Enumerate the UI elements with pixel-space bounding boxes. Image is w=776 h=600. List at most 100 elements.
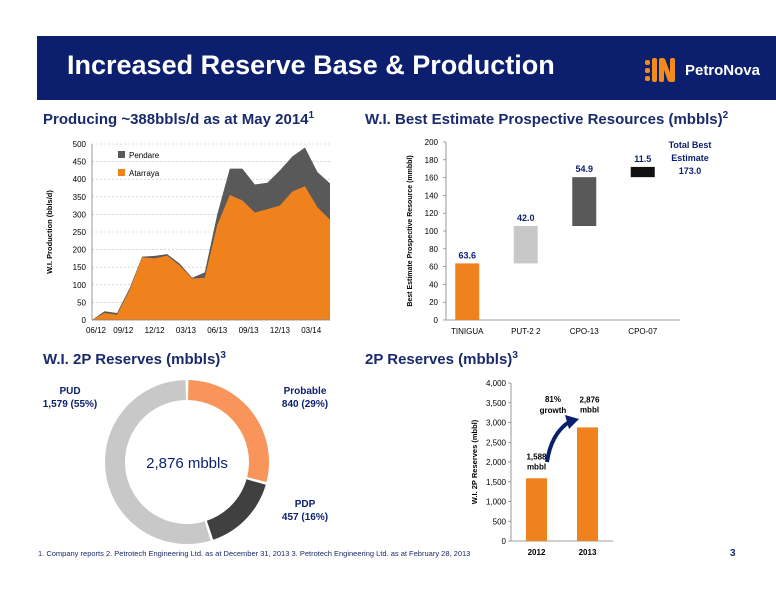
donut-center-label: 2,876 mbbls <box>146 455 228 472</box>
slide-title: Increased Reserve Base & Production <box>67 50 555 80</box>
y-tick-label: 40 <box>429 280 438 289</box>
reserves-donut-chart: 2,876 mbbls Probable 840 (29%) PDP 457 (16%)… <box>43 380 328 544</box>
legend-label-atarraya: Atarraya <box>129 169 160 178</box>
slice-label-probable: Probable <box>284 386 327 397</box>
y-tick-label: 4,000 <box>486 379 507 388</box>
waterfall-bar <box>572 177 597 227</box>
y-tick-label: 120 <box>425 209 439 218</box>
y-tick-label: 2,000 <box>486 458 507 467</box>
legend-label-pendare: Pendare <box>129 151 160 160</box>
y-axis-label: Best Estimate Prospective Resource (mmbb… <box>407 155 414 306</box>
area-series-atarraya <box>92 186 330 320</box>
y-tick-label: 500 <box>493 517 507 526</box>
petronova-logo: PetroNova <box>644 52 760 88</box>
donut-heading-text: W.I. 2P Reserves (mbbls) <box>43 351 221 368</box>
y-tick-label: 0 <box>82 316 87 325</box>
y-tick-label: 140 <box>425 191 439 200</box>
y-tick-label: 60 <box>429 263 438 272</box>
y-tick-label: 1,000 <box>486 498 507 507</box>
bar-unit-label: mbbl <box>580 405 599 414</box>
reserves-bar-heading-sup: 3 <box>512 350 518 361</box>
production-heading: Producing ~388bbls/d as at May 20141 <box>43 110 314 128</box>
x-tick-label: 2012 <box>528 548 546 557</box>
slice-value-probable: 840 (29%) <box>282 399 328 410</box>
donut-heading-sup: 3 <box>220 350 226 361</box>
growth-arrow-icon <box>545 420 571 463</box>
x-tick-label: 03/13 <box>176 326 197 335</box>
y-tick-label: 0 <box>434 316 439 325</box>
y-tick-label: 200 <box>425 138 439 147</box>
y-tick-label: 250 <box>73 228 87 237</box>
bar-value-label: 54.9 <box>575 164 593 174</box>
x-tick-label: 06/12 <box>86 326 107 335</box>
growth-label-line1: 81% <box>545 395 561 404</box>
y-axis-label: W.I. Production (bbls/d) <box>45 190 54 274</box>
y-tick-label: 350 <box>73 193 87 202</box>
prospective-heading: W.I. Best Estimate Prospective Resources… <box>365 110 728 128</box>
x-tick-label: 06/13 <box>207 326 228 335</box>
x-tick-label: CPO-07 <box>628 327 657 336</box>
y-tick-label: 200 <box>73 246 87 255</box>
total-label-line2: Estimate <box>671 153 709 163</box>
slice-label-pdp: PDP <box>295 499 316 510</box>
legend-swatch-pendare <box>118 151 125 158</box>
bar-value-label: 42.0 <box>517 213 535 223</box>
slice-value-pud: 1,579 (55%) <box>43 399 97 410</box>
production-heading-sup: 1 <box>308 110 315 121</box>
y-tick-label: 180 <box>425 156 439 165</box>
x-tick-label: 2013 <box>579 548 597 557</box>
reserves-bar <box>577 427 598 541</box>
logo-text: PetroNova <box>684 61 760 79</box>
slice-value-pdp: 457 (16%) <box>282 512 328 523</box>
waterfall-bar <box>513 226 538 264</box>
y-tick-label: 1,500 <box>486 478 507 487</box>
bar-unit-label: mbbl <box>527 462 546 471</box>
total-value-label: 173.0 <box>679 166 702 176</box>
x-tick-label: PUT-2 2 <box>511 327 541 336</box>
y-tick-label: 160 <box>425 174 439 183</box>
prospective-heading-text: W.I. Best Estimate Prospective Resources… <box>365 111 723 128</box>
x-tick-label: 09/13 <box>239 326 260 335</box>
y-tick-label: 2,500 <box>486 438 507 447</box>
total-label-line1: Total Best <box>669 140 712 150</box>
production-heading-text: Producing ~388bbls/d as at May 2014 <box>43 111 309 128</box>
petronova-logo-mark-icon <box>644 55 679 85</box>
y-tick-label: 3,000 <box>486 419 507 428</box>
y-tick-label: 300 <box>73 210 87 219</box>
bar-value-label: 2,876 <box>579 395 600 404</box>
y-tick-label: 0 <box>502 537 507 546</box>
y-tick-label: 150 <box>73 263 87 272</box>
legend-swatch-atarraya <box>118 169 125 176</box>
donut-slice-probable <box>188 380 269 483</box>
production-area-chart: 0 50 100 150 200 250 300 350 400 450 500 06/12 09/12… <box>45 140 330 335</box>
page-number: 3 <box>730 548 736 559</box>
y-tick-label: 3,500 <box>486 399 507 408</box>
slice-label-pud: PUD <box>59 386 80 397</box>
y-tick-label: 500 <box>73 140 87 149</box>
donut-heading: W.I. 2P Reserves (mbbls)3 <box>43 350 226 368</box>
y-tick-label: 100 <box>425 227 439 236</box>
bar-value-label: 11.5 <box>634 154 651 164</box>
x-tick-label: 09/12 <box>113 326 134 335</box>
x-tick-label: 03/14 <box>301 326 322 335</box>
growth-label-line2: growth <box>540 406 567 415</box>
y-tick-label: 20 <box>429 298 438 307</box>
y-tick-label: 100 <box>73 281 87 290</box>
x-tick-label: 12/12 <box>145 326 166 335</box>
x-tick-label: TINIGUA <box>451 327 484 336</box>
reserves-bar-chart: 0 500 1,000 1,500 2,000 2,500 3,000 3,500 4,000 2… <box>470 379 613 557</box>
reserves-bar-heading-text: 2P Reserves (mbbls) <box>365 351 513 368</box>
title-banner: Increased Reserve Base & Production Petr… <box>37 36 776 100</box>
y-tick-label: 450 <box>73 158 87 167</box>
waterfall-bar <box>455 263 480 320</box>
reserves-bar <box>526 478 547 541</box>
y-tick-label: 80 <box>429 245 438 254</box>
donut-slice-pdp <box>206 479 266 540</box>
x-tick-label: 12/13 <box>270 326 291 335</box>
bar-value-label: 63.6 <box>458 250 476 260</box>
growth-arrowhead-icon <box>565 415 579 429</box>
footnote: 1. Company reports 2. Petrotech Engineer… <box>38 549 471 558</box>
prospective-heading-sup: 2 <box>722 110 729 121</box>
x-tick-label: CPO-13 <box>570 327 599 336</box>
donut-slice-pud <box>105 380 211 544</box>
